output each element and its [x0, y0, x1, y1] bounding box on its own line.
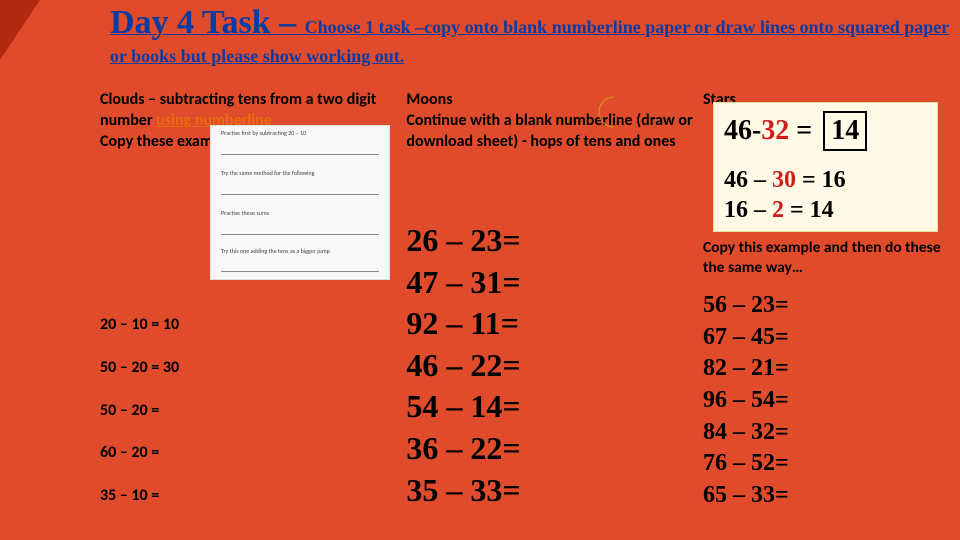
- moons-item: 26 – 23=: [406, 220, 520, 262]
- stars-example-top: 46-32 = 14: [724, 111, 927, 151]
- stars-item: 56 – 23=: [703, 290, 789, 322]
- moon-icon: [586, 92, 626, 132]
- stars-example-card: 46-32 = 14 46 – 30 = 16 16 – 2 = 14: [713, 102, 938, 232]
- title-main: Day 4 Task –: [110, 4, 305, 41]
- moons-item: 47 – 31=: [406, 262, 520, 304]
- slide-title: Day 4 Task – Choose 1 task –copy onto bl…: [110, 2, 950, 67]
- moons-item: 46 – 22=: [406, 345, 520, 387]
- stars-example-lines: 46 – 30 = 16 16 – 2 = 14: [724, 165, 927, 225]
- column-clouds: Clouds – subtracting tens from a two dig…: [100, 90, 396, 540]
- worksheet-thumbnail: Practise first by subtracting 20 – 10 Tr…: [210, 125, 390, 280]
- clouds-item: 60 – 20 =: [100, 443, 179, 464]
- moons-item: 35 – 33=: [406, 470, 520, 512]
- stars-item: 82 – 21=: [703, 353, 789, 385]
- stars-copy-label: Copy this example and then do these the …: [703, 238, 950, 278]
- moons-heading: Moons: [406, 90, 693, 111]
- moons-sub: Continue with a blank numberline (draw o…: [406, 111, 693, 153]
- clouds-item: 50 – 20 = 30: [100, 358, 179, 379]
- columns: Clouds – subtracting tens from a two dig…: [100, 90, 950, 540]
- slide-root: Day 4 Task – Choose 1 task –copy onto bl…: [0, 0, 960, 540]
- stars-problem-list: 56 – 23= 67 – 45= 82 – 21= 96 – 54= 84 –…: [703, 290, 789, 512]
- stars-item: 76 – 52=: [703, 448, 789, 480]
- moons-item: 92 – 11=: [406, 303, 520, 345]
- clouds-item: 20 – 10 = 10: [100, 315, 179, 336]
- moons-item: 54 – 14=: [406, 386, 520, 428]
- stars-item: 65 – 33=: [703, 480, 789, 512]
- clouds-problem-list: 20 – 10 = 10 50 – 20 = 30 50 – 20 = 60 –…: [100, 315, 179, 529]
- moons-problem-list: 26 – 23= 47 – 31= 92 – 11= 46 – 22= 54 –…: [406, 220, 520, 511]
- corner-accent: [0, 0, 40, 60]
- column-moons: Moons Continue with a blank numberline (…: [406, 90, 693, 540]
- moons-item: 36 – 22=: [406, 428, 520, 470]
- column-stars: Stars 46-32 = 14 46 – 30 = 16 16 – 2 = 1…: [703, 90, 950, 540]
- stars-item: 96 – 54=: [703, 385, 789, 417]
- clouds-item: 35 – 10 =: [100, 486, 179, 507]
- stars-item: 84 – 32=: [703, 417, 789, 449]
- stars-item: 67 – 45=: [703, 322, 789, 354]
- clouds-item: 50 – 20 =: [100, 401, 179, 422]
